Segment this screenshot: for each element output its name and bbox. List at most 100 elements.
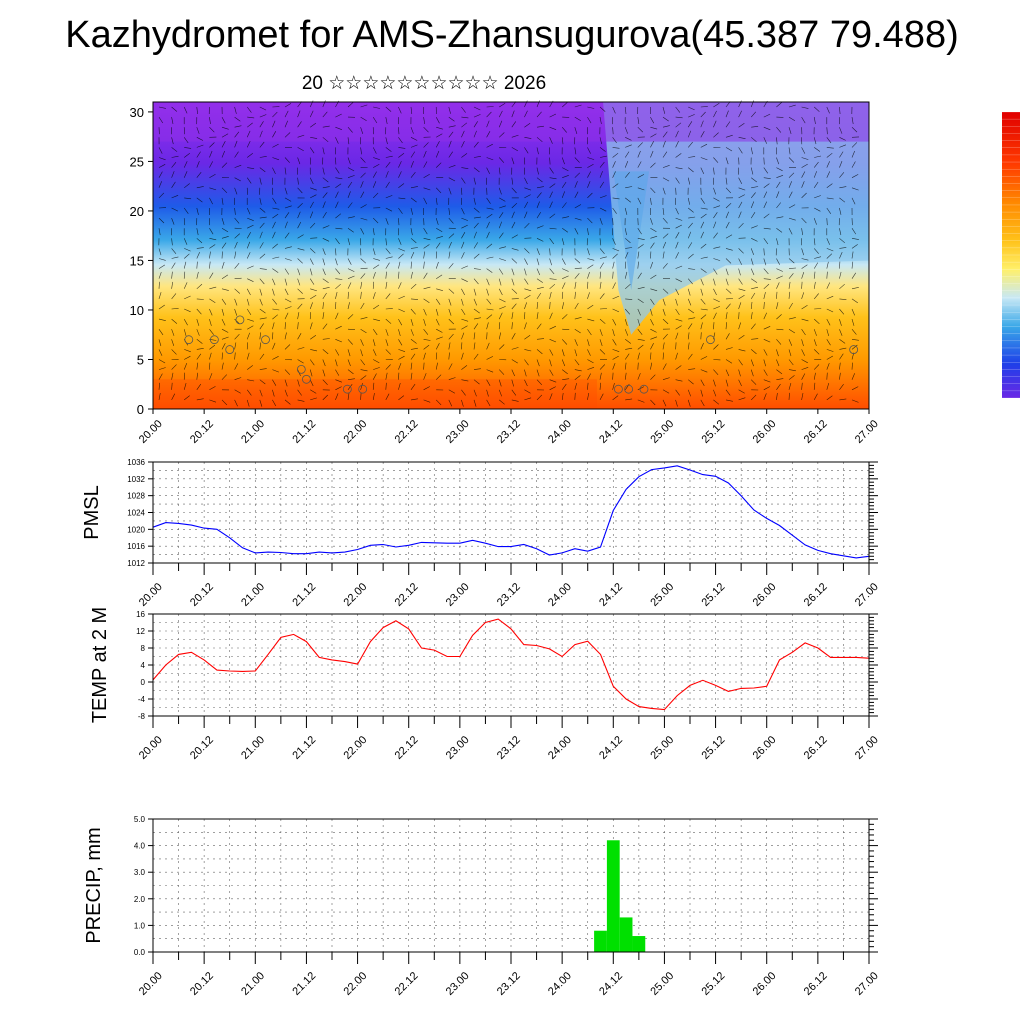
calm-marker xyxy=(639,384,649,394)
y-axis-label: PMSL xyxy=(81,485,103,539)
x-tick-label: 24.12 xyxy=(597,581,625,609)
calm-marker xyxy=(209,335,219,345)
x-tick-label: 25.12 xyxy=(699,970,727,998)
upper-layer xyxy=(153,102,869,142)
x-tick-label: 25.00 xyxy=(648,734,676,762)
x-tick-label: 21.00 xyxy=(239,734,267,762)
calm-marker xyxy=(614,384,623,394)
x-tick-label: 25.00 xyxy=(648,418,676,446)
x-tick-label: 25.12 xyxy=(699,734,727,762)
x-tick-label: 21.12 xyxy=(290,734,318,762)
x-tick-label: 22.12 xyxy=(393,970,421,998)
y-axis-label: PRECIP, mm xyxy=(83,827,105,943)
x-tick-label: 22.00 xyxy=(341,581,369,609)
calm-marker xyxy=(706,335,715,345)
pmsl-line xyxy=(152,465,870,559)
x-tick-label: 27.00 xyxy=(853,581,881,609)
calm-marker xyxy=(342,384,352,394)
x-tick-label: 21.00 xyxy=(239,970,267,998)
calm-marker xyxy=(849,345,859,354)
precip-bar xyxy=(594,930,607,952)
x-tick-label: 26.00 xyxy=(751,734,779,762)
x-tick-label: 25.00 xyxy=(648,581,676,609)
pmsl-panel: 1012 1016 1020 1024 1028 1032 1036 20.00 20.12 21… xyxy=(81,458,881,609)
x-tick-label: 22.12 xyxy=(393,734,421,762)
y-tick-label: -4 xyxy=(138,695,146,704)
calm-marker xyxy=(225,345,235,354)
y-tick-label: 1016 xyxy=(127,542,145,551)
x-tick-label: 25.12 xyxy=(699,581,727,609)
y-tick-label: 5.0 xyxy=(134,815,146,824)
y-tick-label: 10 xyxy=(130,303,144,318)
x-tick-label: 27.00 xyxy=(853,418,881,446)
x-tick-label: 20.00 xyxy=(137,418,165,446)
x-tick-label: 26.12 xyxy=(802,734,830,762)
calm-marker xyxy=(624,384,634,394)
precip-bar xyxy=(606,840,620,952)
calm-marker xyxy=(302,374,311,384)
x-tick-label: 20.12 xyxy=(188,581,216,609)
x-tick-label: 26.00 xyxy=(751,970,779,998)
x-tick-label: 24.12 xyxy=(597,734,625,762)
x-tick-label: 22.12 xyxy=(393,418,421,446)
x-tick-label: 24.12 xyxy=(597,418,625,446)
calm-marker xyxy=(261,335,270,345)
x-tick-label: 20.00 xyxy=(137,581,165,609)
x-tick-label: 21.00 xyxy=(239,418,267,446)
temp-panel: -8 -4 0 4 8 12 16 20.00 20.12 21.00 21.12 22.00 22.1… xyxy=(89,607,881,762)
y-tick-label: 25 xyxy=(130,154,144,169)
x-tick-label: 24.12 xyxy=(597,970,625,998)
y-tick-label: 8 xyxy=(141,644,146,653)
x-tick-label: 22.00 xyxy=(341,418,369,446)
x-tick-label: 24.00 xyxy=(546,970,574,998)
y-tick-label: 4.0 xyxy=(134,842,146,851)
x-tick-label: 26.12 xyxy=(802,581,830,609)
x-tick-label: 27.00 xyxy=(853,734,881,762)
x-tick-label: 20.00 xyxy=(137,734,165,762)
y-tick-label: 12 xyxy=(136,627,145,636)
x-tick-label: 22.12 xyxy=(393,581,421,609)
x-tick-label: 21.00 xyxy=(239,581,267,609)
chart-title: Kazhydromet for AMS-Zhansugurova(45.387 … xyxy=(65,14,959,56)
x-tick-label: 23.00 xyxy=(444,418,472,446)
temp-line xyxy=(152,618,870,711)
precip-panel: 0.0 1.0 2.0 3.0 4.0 5.0 20.00 20.12 21.00 21.12 22… xyxy=(83,815,881,998)
x-tick-label: 20.12 xyxy=(188,734,216,762)
frontal-trough xyxy=(603,102,869,335)
x-tick-label: 21.12 xyxy=(290,970,318,998)
y-tick-label: 1012 xyxy=(127,559,145,568)
y-tick-label: 1.0 xyxy=(134,921,146,930)
y-tick-label: 3.0 xyxy=(134,868,146,877)
x-tick-label: 20.12 xyxy=(188,418,216,446)
y-tick-label: 1020 xyxy=(127,525,145,534)
calm-marker xyxy=(358,384,368,394)
x-tick-label: 20.12 xyxy=(188,970,216,998)
y-tick-label: 0 xyxy=(141,678,146,687)
x-tick-label: 23.00 xyxy=(444,970,472,998)
x-tick-label: 22.00 xyxy=(341,970,369,998)
y-tick-label: 1028 xyxy=(127,492,145,501)
x-tick-label: 24.00 xyxy=(546,581,574,609)
calm-marker xyxy=(296,364,306,374)
x-tick-label: 25.12 xyxy=(699,418,727,446)
x-tick-label: 21.12 xyxy=(290,418,318,446)
precip-bar xyxy=(632,936,646,952)
y-tick-label: 1032 xyxy=(127,475,145,484)
precip-bar xyxy=(619,917,633,952)
x-tick-label: 23.12 xyxy=(495,418,523,446)
x-tick-label: 24.00 xyxy=(546,418,574,446)
y-tick-label: 20 xyxy=(130,204,144,219)
y-axis-label: TEMP at 2 M xyxy=(89,607,111,723)
surface-warm-layer xyxy=(153,379,597,409)
x-tick-label: 23.12 xyxy=(495,734,523,762)
y-tick-label: 0.0 xyxy=(134,948,146,957)
x-tick-label: 26.00 xyxy=(751,418,779,446)
x-tick-label: 24.00 xyxy=(546,734,574,762)
y-tick-label: 30 xyxy=(130,105,144,120)
chart-subtitle: 20 ☆☆☆☆☆☆☆☆☆☆ 2026 xyxy=(301,73,547,94)
x-tick-label: 20.00 xyxy=(137,970,165,998)
y-tick-label: 15 xyxy=(130,253,144,268)
x-tick-label: 21.12 xyxy=(290,581,318,609)
x-tick-label: 23.00 xyxy=(444,734,472,762)
